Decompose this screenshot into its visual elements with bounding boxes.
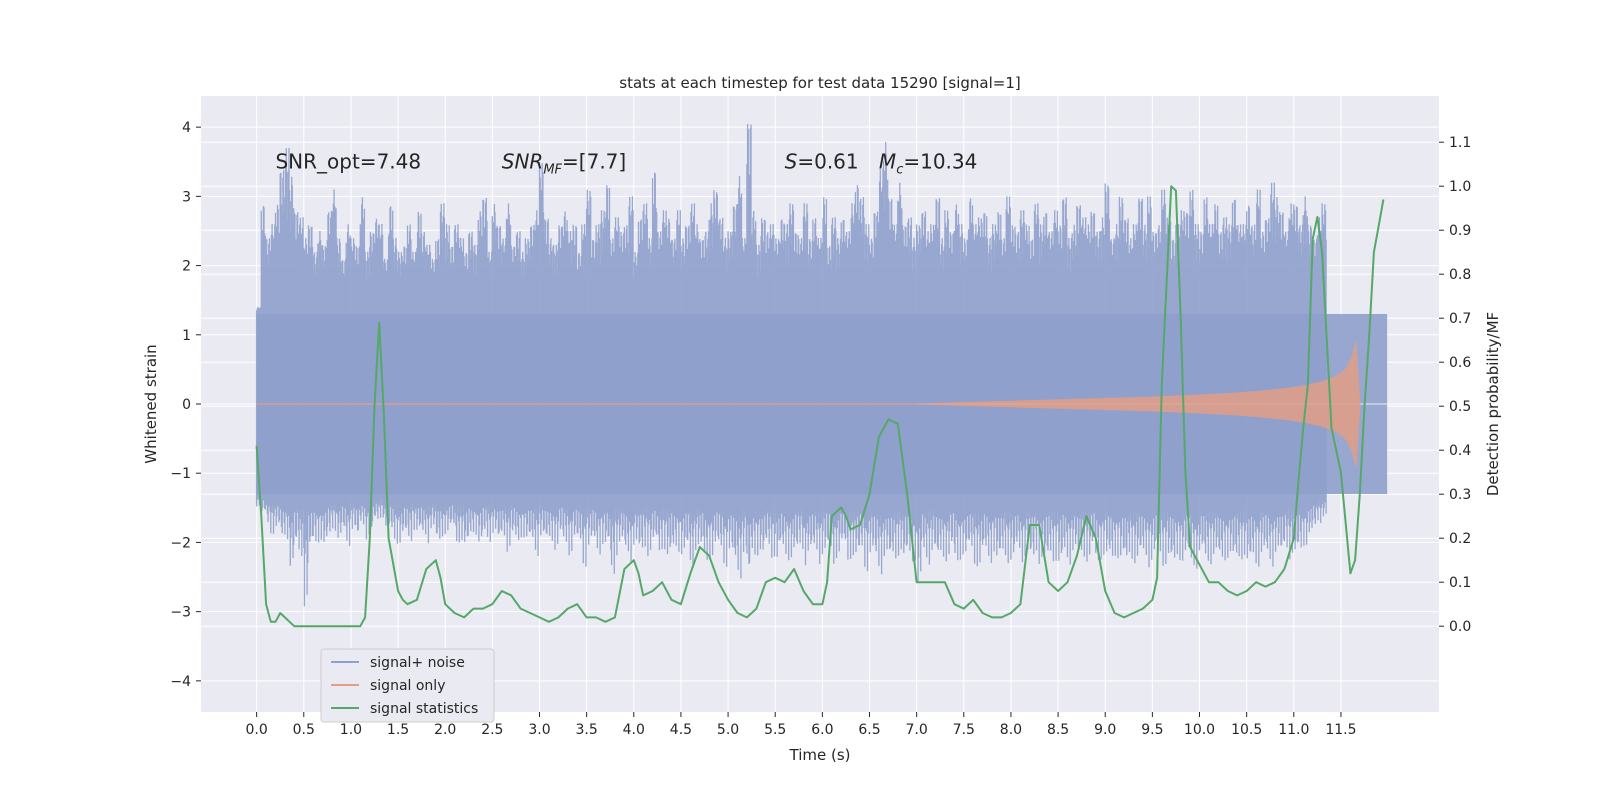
annotation-1: SNRMF=[7.7] bbox=[502, 150, 626, 178]
legend-label-signal-only: signal only bbox=[370, 678, 445, 694]
y-tick-label-8: −4 bbox=[170, 674, 191, 690]
y-right-tick-label-3: 0.8 bbox=[1449, 267, 1471, 283]
y-right-tick-label-1: 1.0 bbox=[1449, 179, 1471, 195]
y-tick-label-7: −3 bbox=[170, 605, 191, 621]
x-tick-label-13: 6.5 bbox=[858, 722, 880, 738]
y-right-tick-label-6: 0.5 bbox=[1449, 399, 1471, 415]
statistics-line bbox=[255, 185, 1385, 628]
x-tick-label-15: 7.5 bbox=[953, 722, 975, 738]
legend-label-signal-statistics: signal statistics bbox=[370, 701, 478, 717]
x-tick-label-14: 7.0 bbox=[906, 722, 928, 738]
y-right-tick-label-4: 0.7 bbox=[1449, 311, 1471, 327]
x-tick-label-2: 1.0 bbox=[340, 722, 362, 738]
annotation-0: SNR_opt=7.48 bbox=[275, 150, 421, 174]
x-axis-label: Time (s) bbox=[789, 746, 851, 764]
x-tick-label-8: 4.0 bbox=[623, 722, 645, 738]
x-tick-label-3: 1.5 bbox=[387, 722, 409, 738]
y-right-tick-label-5: 0.6 bbox=[1449, 355, 1471, 371]
signal-statistics-series bbox=[255, 185, 1385, 628]
x-tick-label-11: 5.5 bbox=[764, 722, 786, 738]
legend: signal+ noise signal only signal statist… bbox=[320, 648, 495, 723]
annotations: SNR_opt=7.48 SNRMF=[7.7] S=0.61 Mc=10.34 bbox=[275, 150, 977, 178]
x-tick-label-6: 3.0 bbox=[528, 722, 550, 738]
annotation-2: S=0.61 bbox=[785, 150, 859, 174]
legend-box bbox=[320, 648, 495, 723]
y-axis-ticks: 4 3 2 1 0 −1 −2 −3 −4 bbox=[170, 120, 201, 690]
y-right-tick-label-10: 0.1 bbox=[1449, 575, 1471, 591]
y-right-tick-label-0: 1.1 bbox=[1449, 135, 1471, 151]
chart-title: stats at each timestep for test data 152… bbox=[619, 74, 1020, 92]
x-tick-label-23: 11.5 bbox=[1325, 722, 1356, 738]
x-tick-label-4: 2.0 bbox=[434, 722, 456, 738]
y-right-tick-label-7: 0.4 bbox=[1449, 443, 1471, 459]
x-tick-label-18: 9.0 bbox=[1094, 722, 1116, 738]
x-axis-ticks: 0.0 0.5 1.0 1.5 2.0 2.5 3.0 3.5 4.0 4.5 5.0 5.5 6.0 6… bbox=[245, 712, 1357, 738]
y-axis-right-label: Detection probability/MF bbox=[1484, 312, 1502, 496]
annotation-3: Mc=10.34 bbox=[879, 150, 977, 178]
x-tick-label-12: 6.0 bbox=[811, 722, 833, 738]
signal-chirp bbox=[916, 341, 1361, 467]
legend-label-signal-noise: signal+ noise bbox=[370, 655, 465, 671]
x-tick-label-1: 0.5 bbox=[293, 722, 315, 738]
x-tick-label-22: 11.0 bbox=[1278, 722, 1309, 738]
y-tick-label-2: 2 bbox=[182, 259, 191, 275]
x-tick-label-17: 8.5 bbox=[1047, 722, 1069, 738]
x-tick-label-20: 10.0 bbox=[1184, 722, 1215, 738]
x-tick-label-9: 4.5 bbox=[670, 722, 692, 738]
y-right-tick-label-9: 0.2 bbox=[1449, 531, 1471, 547]
y-tick-label-6: −2 bbox=[170, 535, 191, 551]
y-tick-label-4: 0 bbox=[182, 397, 191, 413]
y-tick-label-5: −1 bbox=[170, 466, 191, 482]
x-tick-label-0: 0.0 bbox=[245, 722, 267, 738]
signal-only-series bbox=[256, 341, 1361, 467]
y-tick-label-0: 4 bbox=[182, 120, 191, 136]
y-right-tick-label-11: 0.0 bbox=[1449, 619, 1471, 635]
y-axis-label: Whitened strain bbox=[142, 344, 160, 463]
y-right-tick-label-8: 0.3 bbox=[1449, 487, 1471, 503]
x-tick-label-16: 8.0 bbox=[1000, 722, 1022, 738]
x-tick-label-10: 5.0 bbox=[717, 722, 739, 738]
y-tick-label-1: 3 bbox=[182, 189, 191, 205]
y-axis-right-ticks: 1.1 1.0 0.9 0.8 0.7 0.6 0.5 0.4 0.3 0.2 0.1 0.0 bbox=[1439, 135, 1471, 635]
x-tick-label-19: 9.5 bbox=[1141, 722, 1163, 738]
x-tick-label-21: 10.5 bbox=[1231, 722, 1262, 738]
x-tick-label-7: 3.5 bbox=[576, 722, 598, 738]
y-tick-label-3: 1 bbox=[182, 328, 191, 344]
y-right-tick-label-2: 0.9 bbox=[1449, 223, 1471, 239]
x-tick-label-5: 2.5 bbox=[481, 722, 503, 738]
